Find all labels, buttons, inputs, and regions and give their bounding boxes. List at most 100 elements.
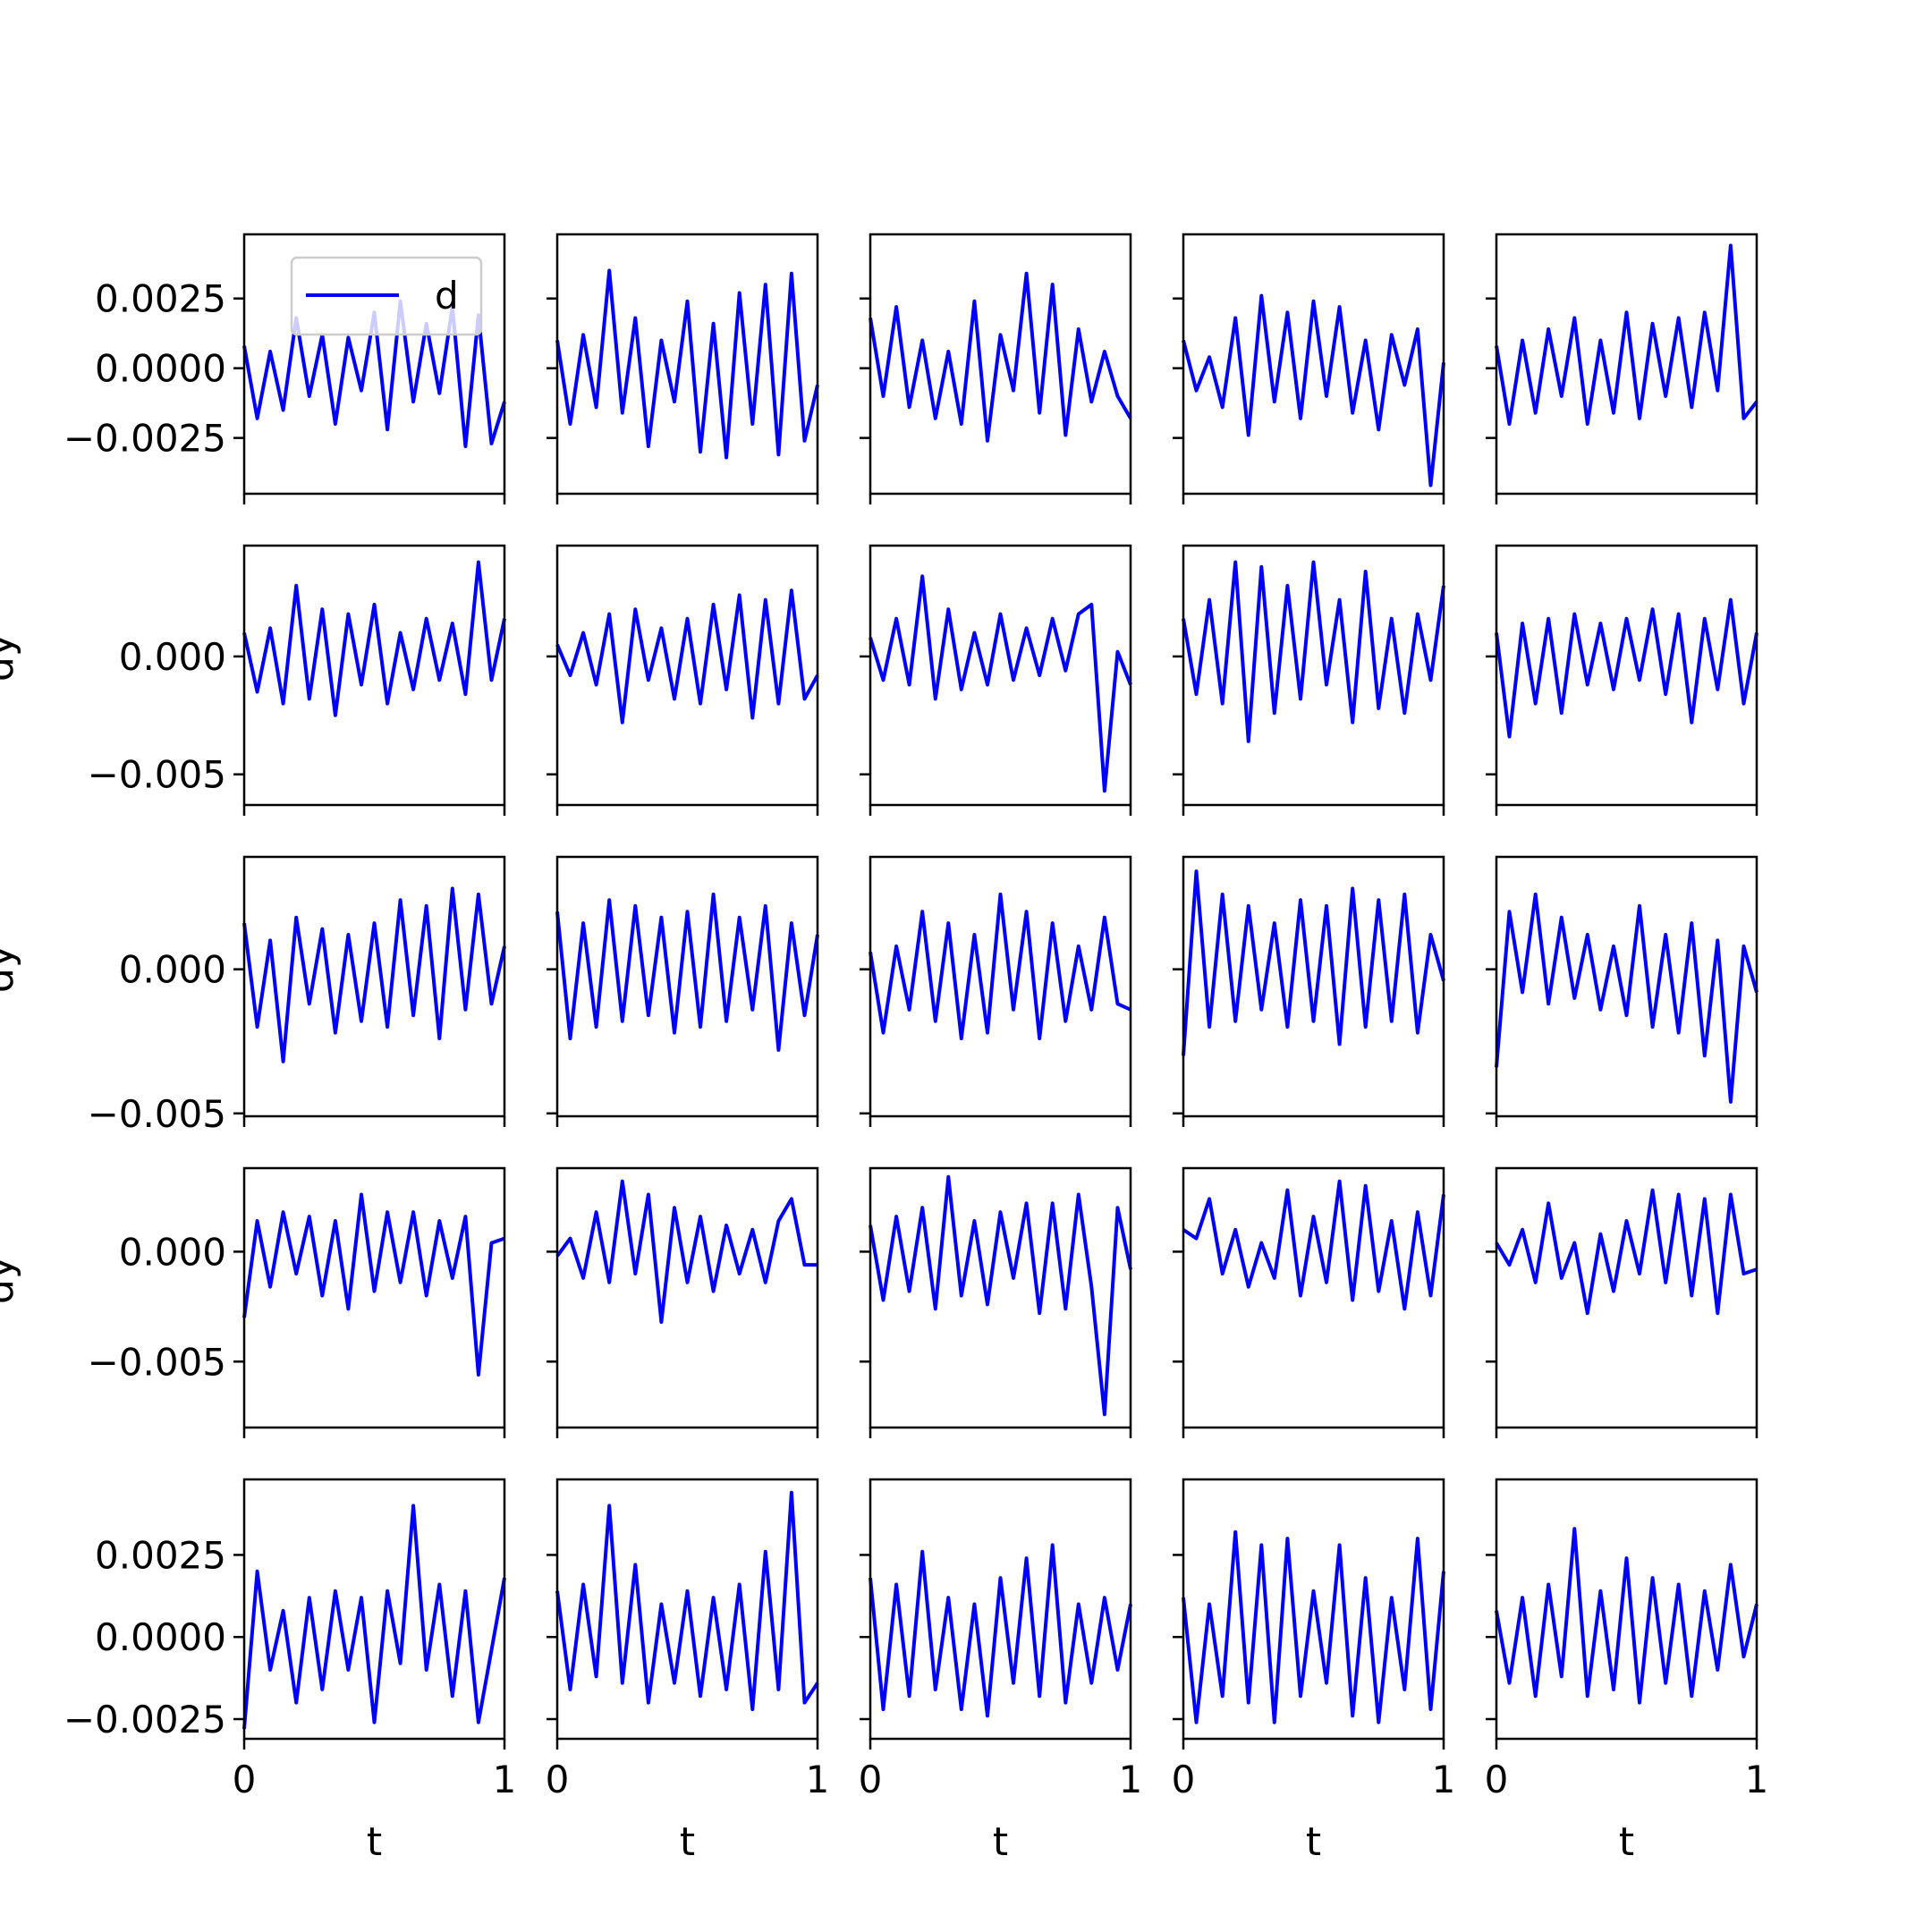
axes-frame [242, 1166, 506, 1429]
series-line-r3-c4 [1495, 1188, 1758, 1316]
series-line-r0-c4 [1495, 243, 1758, 426]
subplot-r2-c3 [1173, 855, 1445, 1127]
subplot-r1-c3 [1173, 544, 1445, 816]
subplot-r1-c4 [1486, 544, 1758, 816]
axes-frame [1495, 1166, 1758, 1429]
y-axis-label: dy [0, 1256, 22, 1304]
subplot-r3-c2 [860, 1166, 1132, 1438]
y-tick-label: 0.0000 [95, 1615, 226, 1659]
y-tick-label: 0.000 [119, 635, 226, 679]
series-line-r4-c3 [1182, 1530, 1445, 1724]
axes-frame [242, 1478, 506, 1741]
axes-frame [1182, 544, 1445, 807]
subplot-r0-c3 [1173, 233, 1445, 504]
axes-frame [242, 544, 506, 807]
x-axis-label: t [993, 1819, 1008, 1865]
axes-frame [1182, 855, 1445, 1118]
series-line-r4-c1 [555, 1490, 819, 1711]
series-line-r4-c0 [242, 1504, 506, 1730]
subplot-r0-c1 [547, 233, 819, 504]
series-line-r4-c2 [869, 1543, 1132, 1718]
subplot-r2-c0: −0.005 0.000 dy [0, 855, 506, 1136]
subplot-r3-c1 [547, 1166, 819, 1438]
x-tick-label: 0 [546, 1758, 570, 1801]
axes-frame [869, 233, 1132, 496]
subplot-r4-c1: 0 1 t [546, 1478, 830, 1865]
series-line-r2-c4 [1495, 892, 1758, 1104]
x-axis-label: t [367, 1819, 382, 1865]
axes-frame [1182, 1166, 1445, 1429]
series-line-r0-c3 [1182, 293, 1445, 487]
subplot-r0-c0: −0.0025 0.0000 0.0025 d [64, 233, 506, 504]
y-tick-label: 0.0000 [95, 347, 226, 391]
series-line-r0-c2 [869, 271, 1132, 443]
series-line-r3-c3 [1182, 1179, 1445, 1311]
subplot-r1-c1 [547, 544, 819, 816]
subplot-r4-c2: 0 1 t [859, 1478, 1143, 1865]
subplot-r1-c0: −0.005 0.000 dy [0, 544, 506, 816]
subplot-r3-c3 [1173, 1166, 1445, 1438]
x-tick-label: 1 [493, 1758, 517, 1801]
subplot-r1-c2 [860, 544, 1132, 816]
x-axis-label: t [680, 1819, 695, 1865]
series-line-r3-c2 [869, 1174, 1132, 1417]
series-line-r1-c1 [555, 589, 819, 724]
y-tick-label: −0.005 [88, 1340, 226, 1384]
axes-frame [555, 1166, 819, 1429]
x-tick-label: 0 [233, 1758, 257, 1801]
legend: d [290, 256, 483, 336]
series-line-r1-c4 [1495, 597, 1758, 739]
axes-frame [555, 544, 819, 807]
series-line-r1-c0 [242, 560, 506, 717]
axes-frame [869, 544, 1132, 807]
y-tick-label: −0.0025 [64, 1698, 226, 1741]
x-tick-label: 0 [1485, 1758, 1509, 1801]
axes-frame [869, 855, 1132, 1118]
axes-frame [1495, 544, 1758, 807]
series-line-r2-c1 [555, 892, 819, 1052]
x-tick-label: 1 [806, 1758, 830, 1801]
series-line-r1-c2 [869, 574, 1132, 793]
subplot-r4-c3: 0 1 t [1172, 1478, 1456, 1865]
series-line-r1-c3 [1182, 560, 1445, 743]
subplot-r0-c4 [1486, 233, 1758, 504]
axes-frame [242, 233, 506, 496]
y-tick-label: 0.000 [119, 948, 226, 992]
axes-frame [555, 855, 819, 1118]
x-tick-label: 1 [1745, 1758, 1769, 1801]
axes-frame [1495, 855, 1758, 1118]
axes-frame [1495, 233, 1758, 496]
y-tick-label: 0.000 [119, 1230, 226, 1274]
axes-frame [1182, 233, 1445, 496]
series-line-r2-c2 [869, 892, 1131, 1040]
subplot-r3-c0: −0.005 0.000 dy [0, 1166, 506, 1438]
x-tick-label: 1 [1119, 1758, 1143, 1801]
y-tick-label: 0.0025 [95, 1533, 226, 1577]
series-line-r3-c1 [555, 1179, 818, 1324]
y-axis-label: dy [0, 945, 22, 993]
series-line-r2-c3 [1182, 869, 1445, 1056]
axes-frame [1182, 1478, 1445, 1741]
y-tick-label: 0.0025 [95, 277, 226, 321]
x-axis-label: t [1306, 1819, 1321, 1865]
axes-frame [869, 1478, 1132, 1741]
axes-frame [1495, 1478, 1758, 1741]
subplot-r0-c2 [860, 233, 1132, 504]
y-tick-label: −0.005 [88, 1092, 226, 1136]
x-tick-label: 0 [1172, 1758, 1196, 1801]
series-line-r0-c1 [555, 268, 819, 460]
subplot-r2-c1 [547, 855, 819, 1127]
x-axis-label: t [1619, 1819, 1634, 1865]
x-tick-label: 0 [859, 1758, 883, 1801]
legend-label: d [435, 274, 459, 318]
axes-frame [555, 1478, 819, 1741]
subplot-r2-c4 [1486, 855, 1758, 1127]
subplot-r4-c4: 0 1 t [1485, 1478, 1769, 1865]
subplot-r4-c0: −0.0025 0.0000 0.0025 0 1 t [64, 1478, 517, 1865]
x-tick-label: 1 [1432, 1758, 1456, 1801]
subplot-r2-c2 [860, 855, 1132, 1127]
y-axis-label: dy [0, 633, 22, 682]
series-line-r4-c4 [1495, 1527, 1758, 1705]
